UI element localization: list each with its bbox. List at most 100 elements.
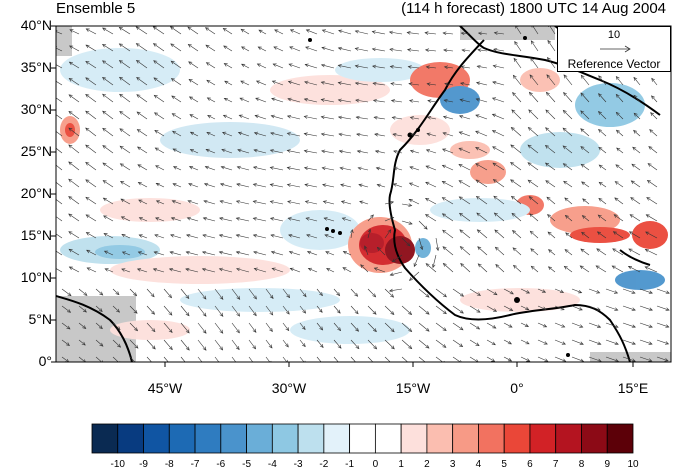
wind-vector-head: [596, 307, 601, 311]
wind-vector: [520, 305, 529, 311]
wind-vector: [477, 65, 488, 69]
wind-vector: [220, 200, 233, 205]
wind-vector: [223, 28, 233, 35]
wind-vector-head: [102, 197, 107, 202]
wind-vector: [384, 288, 394, 298]
wind-vector-head: [305, 29, 310, 33]
wind-vector-head: [476, 292, 481, 296]
wind-vector: [321, 64, 335, 69]
wind-vector: [56, 233, 63, 239]
wind-vector-head: [424, 31, 429, 35]
wind-vector-head: [222, 28, 227, 32]
wind-vector: [102, 128, 114, 137]
wind-vector: [333, 288, 340, 296]
wind-vector: [85, 179, 97, 188]
wind-vector: [486, 339, 496, 346]
wind-vector-head: [301, 343, 306, 348]
wind-vector-head: [492, 308, 498, 312]
wind-vector-head: [85, 214, 90, 218]
wind-vector-head: [359, 200, 364, 204]
wind-vector-head: [286, 294, 291, 299]
wind-vector: [189, 166, 199, 171]
wind-vector: [426, 133, 437, 137]
wind-vector: [333, 322, 341, 331]
wind-vector-head: [239, 97, 244, 101]
wind-vector-head: [525, 306, 530, 311]
wind-vector-head: [170, 217, 175, 221]
wind-vector: [338, 64, 352, 69]
wind-vector-head: [510, 126, 515, 131]
wind-vector: [180, 356, 186, 362]
wind-vector-head: [252, 345, 257, 350]
wind-vector: [435, 356, 444, 362]
wind-vector: [647, 180, 658, 188]
wind-vector: [443, 116, 454, 120]
wind-vector: [631, 163, 641, 171]
wind-vector: [121, 234, 131, 239]
wind-vector: [102, 27, 114, 35]
wind-vector-head: [596, 290, 601, 294]
wind-vector-head: [371, 30, 376, 34]
wind-vector: [563, 163, 573, 171]
wind-vector: [511, 213, 522, 222]
wind-vector: [389, 48, 403, 52]
wind-vector: [613, 214, 624, 222]
wind-vector: [236, 200, 250, 205]
wind-vector: [255, 97, 267, 103]
wind-vector: [486, 356, 495, 362]
wind-vector: [401, 203, 412, 206]
wind-vector: [129, 339, 139, 349]
wind-vector: [287, 184, 301, 188]
wind-vector-head: [407, 65, 412, 69]
wind-vector: [460, 99, 471, 103]
wind-vector: [224, 80, 233, 86]
wind-vector-head: [253, 250, 258, 255]
wind-vector: [321, 116, 335, 120]
wind-vector: [418, 322, 430, 332]
wind-vector-head: [223, 63, 228, 67]
wind-vector: [650, 112, 658, 120]
wind-vector: [418, 356, 426, 362]
wind-vector-head: [286, 114, 292, 119]
wind-vector-head: [644, 249, 649, 253]
wind-vector-head: [630, 180, 635, 185]
wind-vector: [188, 44, 199, 52]
wind-vector-head: [406, 242, 411, 247]
wind-vector: [633, 77, 641, 86]
wind-vector: [391, 100, 403, 103]
wind-vector: [469, 305, 481, 313]
wind-vector: [493, 195, 505, 205]
wind-vector: [253, 166, 267, 171]
wind-vector: [214, 322, 224, 334]
wind-vector: [372, 48, 386, 52]
wind-vector: [461, 66, 471, 69]
wind-vector: [426, 66, 437, 69]
colorbar-swatch: [168, 423, 196, 454]
wind-vector: [580, 146, 590, 154]
wind-vector: [392, 254, 403, 262]
wind-vector-head: [491, 97, 497, 101]
wind-vector-head: [269, 149, 274, 153]
wind-vector-head: [376, 246, 381, 251]
wind-vector-head: [134, 327, 139, 332]
wind-vector-head: [442, 344, 447, 348]
wind-vector: [257, 63, 267, 69]
wind-vector-head: [390, 216, 395, 221]
wind-vector-head: [612, 231, 617, 235]
wind-vector-head: [303, 115, 308, 119]
wind-vector-head: [324, 234, 329, 238]
wind-vector-head: [337, 327, 342, 332]
wind-vector: [304, 167, 318, 171]
wind-vector: [61, 322, 71, 330]
wind-vector-head: [337, 98, 342, 103]
wind-vector-head: [460, 360, 462, 362]
wind-vector-head: [269, 183, 274, 187]
wind-vector: [224, 63, 233, 69]
wind-vector-head: [633, 129, 638, 134]
wind-vector-head: [85, 110, 90, 115]
wind-vector-head: [509, 307, 514, 311]
wind-vector-head: [628, 231, 634, 235]
wind-vector-head: [68, 61, 73, 66]
wind-vector: [186, 251, 199, 256]
